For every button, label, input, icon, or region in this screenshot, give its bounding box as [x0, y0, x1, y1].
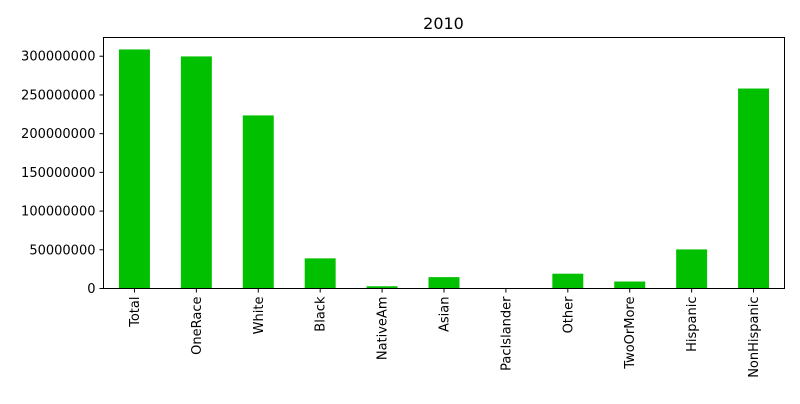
x-tick-label: Hispanic: [685, 297, 700, 352]
y-tick-label: 200000000: [21, 127, 95, 142]
y-tick-label: 50000000: [29, 243, 95, 258]
bar-Hispanic: [676, 249, 707, 288]
bars-group: [119, 49, 769, 288]
x-tick-label: Black: [314, 296, 329, 332]
y-tick-label: 150000000: [21, 166, 95, 181]
bar-OneRace: [181, 56, 212, 288]
bar-NonHispanic: [738, 89, 769, 289]
x-tick-label: NativeAm: [376, 297, 391, 361]
bar-White: [243, 115, 274, 288]
y-tick-label: 250000000: [21, 88, 95, 103]
bar-Asian: [429, 277, 460, 288]
x-tick-label: NonHispanic: [747, 297, 762, 378]
bar-Black: [305, 258, 336, 288]
x-tick-label: TwoOrMore: [623, 297, 638, 370]
x-tick-label: Total: [128, 297, 143, 328]
y-tick-label: 300000000: [21, 50, 95, 65]
x-tick-label: PacIslander: [499, 296, 514, 371]
bar-Other: [552, 274, 583, 289]
y-tick-label: 100000000: [21, 205, 95, 220]
y-axis: 0 50000000 100000000 150000000 200000000 2500…: [21, 50, 103, 297]
y-tick-label: 0: [87, 282, 95, 297]
x-tick-label: OneRace: [190, 297, 205, 355]
bar-TwoOrMore: [614, 282, 645, 289]
chart-title: 2010: [423, 14, 464, 33]
x-tick-label: Other: [561, 296, 576, 334]
x-tick-label: Asian: [438, 297, 453, 332]
x-tick-label: White: [252, 297, 267, 335]
bar-Total: [119, 49, 150, 288]
x-axis: Total OneRace White Black NativeAm Asian PacIs…: [128, 289, 762, 378]
